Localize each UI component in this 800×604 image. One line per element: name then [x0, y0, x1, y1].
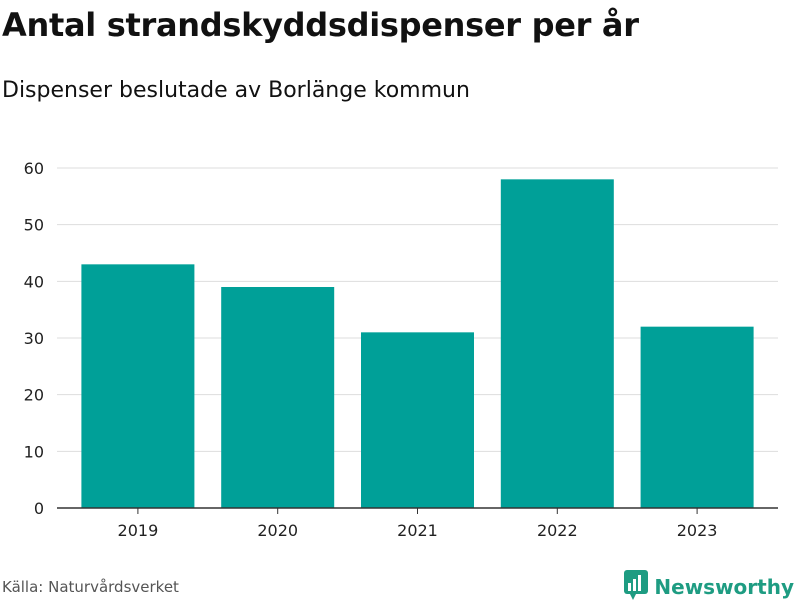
brand[interactable]: Newsworthy	[624, 570, 794, 604]
newsworthy-logo-icon	[624, 570, 649, 604]
x-tick-label: 2019	[118, 521, 159, 540]
bars	[81, 179, 754, 509]
y-tick-label: 50	[24, 216, 44, 235]
y-axis-ticks: 0 10 20 30 40 50 60	[24, 159, 44, 518]
y-tick-label: 60	[24, 159, 44, 178]
y-tick-label: 10	[24, 442, 44, 461]
bar-2022[interactable]	[500, 179, 614, 509]
bar-2020[interactable]	[221, 287, 335, 508]
chart-title: Antal strandskyddsdispenser per år	[2, 6, 639, 44]
y-tick-label: 30	[24, 329, 44, 348]
x-axis-ticks: 2019 2020 2021 2022 2023	[118, 508, 718, 540]
x-tick-label: 2021	[397, 521, 438, 540]
bar-2019[interactable]	[81, 264, 195, 508]
x-tick-label: 2022	[537, 521, 578, 540]
bar-2021[interactable]	[361, 332, 474, 508]
x-tick-label: 2020	[257, 521, 298, 540]
bar-2023[interactable]	[640, 326, 754, 508]
source-note: Källa: Naturvårdsverket	[2, 578, 179, 596]
chart-subtitle: Dispenser beslutade av Borlänge kommun	[2, 78, 470, 103]
x-tick-label: 2023	[677, 521, 718, 540]
brand-name: Newsworthy	[654, 575, 794, 599]
y-tick-label: 40	[24, 272, 44, 291]
bar-chart: 0 10 20 30 40 50 60 2019 2020 2021 2022 2023	[24, 159, 778, 540]
y-tick-label: 20	[24, 386, 44, 405]
y-tick-label: 0	[34, 499, 44, 518]
